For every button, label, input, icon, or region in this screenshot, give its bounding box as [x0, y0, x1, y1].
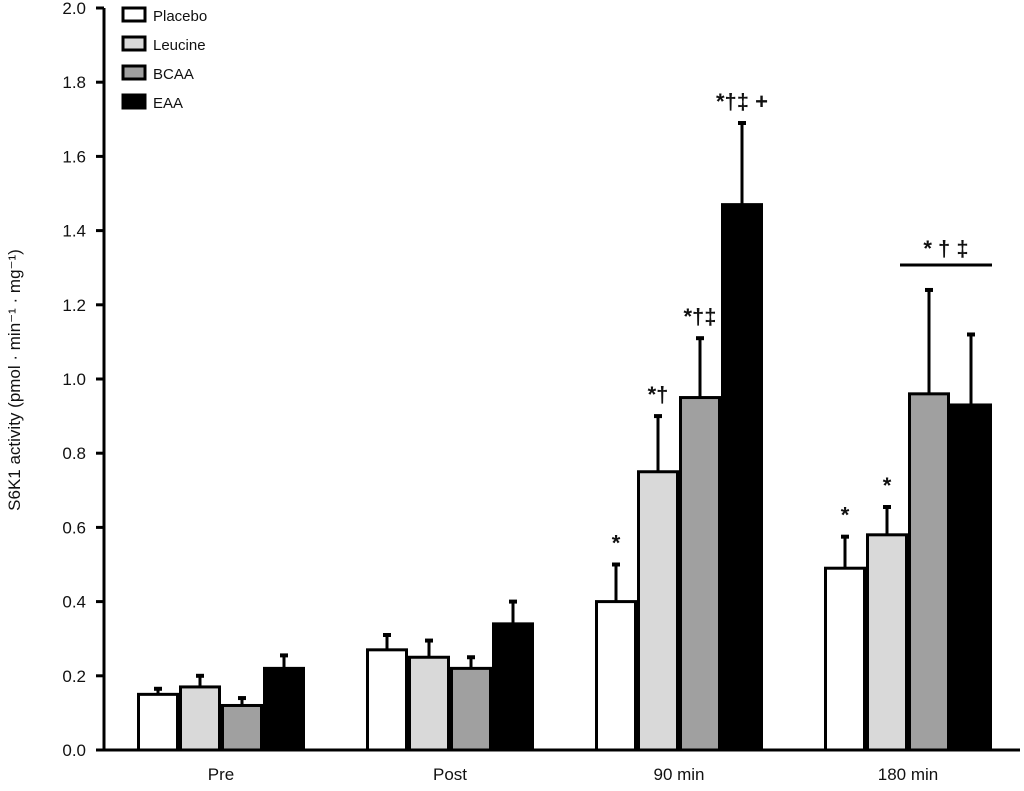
y-tick-label: 2.0 — [62, 0, 86, 18]
bar-leucine — [637, 470, 679, 752]
y-tick-label: 0.2 — [62, 667, 86, 686]
x-tick-label: 90 min — [653, 765, 704, 784]
bar-placebo — [366, 648, 408, 752]
x-tick-label: Pre — [208, 765, 234, 784]
significance-marker: *† — [648, 382, 669, 407]
y-tick-label: 1.4 — [62, 222, 86, 241]
legend-label: Placebo — [153, 8, 207, 25]
y-tick-label: 1.0 — [62, 370, 86, 389]
significance-marker: *†‡ + — [716, 89, 768, 114]
significance-marker: * — [612, 531, 621, 556]
significance-marker: * † ‡ — [923, 236, 968, 261]
legend-label: BCAA — [153, 66, 194, 83]
legend-label: Leucine — [153, 37, 206, 54]
y-tick-label: 1.6 — [62, 147, 86, 166]
legend-swatch-leucine — [121, 35, 147, 52]
significance-marker: * — [841, 503, 850, 528]
bar-bcaa — [908, 392, 950, 752]
y-tick-label: 0.8 — [62, 444, 86, 463]
bar-bcaa — [679, 396, 721, 752]
x-tick-label: Post — [433, 765, 467, 784]
bar-leucine — [866, 533, 908, 752]
significance-marker: * — [883, 473, 892, 498]
legend-swatch-bcaa — [121, 64, 147, 81]
bar-placebo — [595, 600, 637, 752]
x-tick-label: 180 min — [878, 765, 938, 784]
legend-swatch-eaa — [121, 93, 147, 110]
bar-eaa — [263, 666, 305, 752]
bar-leucine — [408, 655, 450, 752]
legend-swatch-placebo — [121, 6, 147, 23]
y-tick-label: 0.6 — [62, 518, 86, 537]
bar-eaa — [721, 203, 763, 752]
significance-marker: *†‡ — [683, 304, 716, 329]
bar-eaa — [950, 403, 992, 752]
bar-leucine — [179, 685, 221, 752]
bar-bcaa — [450, 666, 492, 752]
y-tick-label: 0.4 — [62, 593, 86, 612]
bar-eaa — [492, 622, 534, 752]
y-tick-label: 1.2 — [62, 296, 86, 315]
y-tick-label: 0.0 — [62, 741, 86, 760]
y-axis-label: S6K1 activity (pmol · min⁻¹ · mg⁻¹) — [5, 249, 24, 511]
bar-placebo — [137, 692, 179, 752]
bar-placebo — [824, 566, 866, 752]
y-tick-label: 1.8 — [62, 73, 86, 92]
legend-label: EAA — [153, 95, 183, 112]
bar-bcaa — [221, 703, 263, 752]
